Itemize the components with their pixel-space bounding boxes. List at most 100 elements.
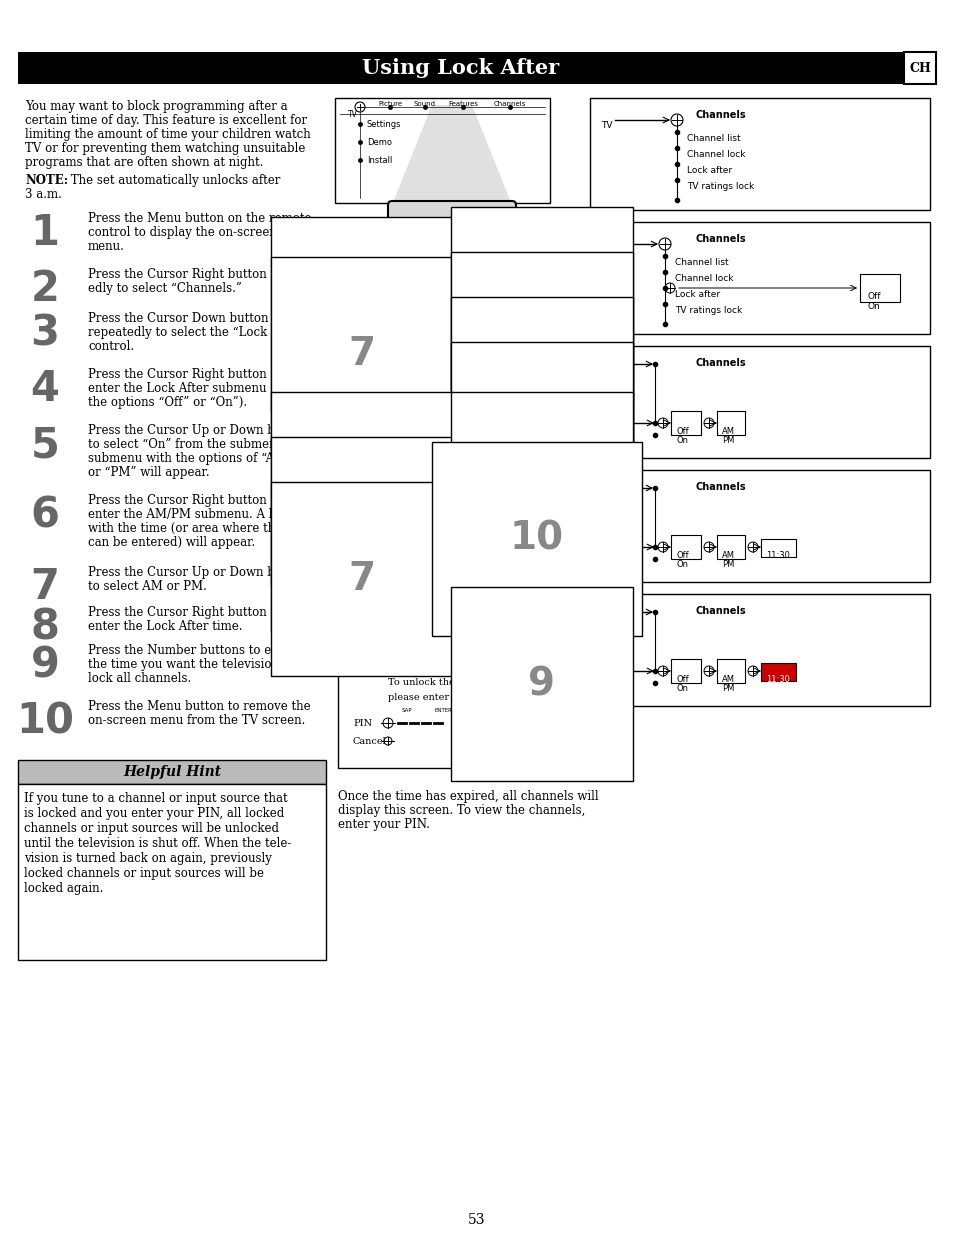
Text: enter the AM/PM submenu. A box: enter the AM/PM submenu. A box <box>88 508 290 521</box>
Text: Press the Cursor Down button: Press the Cursor Down button <box>88 312 268 325</box>
Text: menu.: menu. <box>88 240 125 253</box>
Text: is locked and you enter your PIN, all locked: is locked and you enter your PIN, all lo… <box>24 806 284 820</box>
Text: Picture: Picture <box>377 101 401 107</box>
Circle shape <box>401 538 421 559</box>
Circle shape <box>401 515 421 535</box>
Text: TV ratings lock: TV ratings lock <box>686 182 754 191</box>
Bar <box>589 471 929 582</box>
Text: 53: 53 <box>468 1213 485 1228</box>
Text: On: On <box>677 684 688 693</box>
Text: MUTE: MUTE <box>404 490 417 495</box>
Text: channels or input sources will be unlocked: channels or input sources will be unlock… <box>24 823 278 835</box>
Bar <box>18 784 326 960</box>
Circle shape <box>457 515 477 535</box>
Text: You may want to block programming after a: You may want to block programming after … <box>25 100 287 112</box>
Text: Channels: Channels <box>695 233 745 245</box>
Text: certain time of day. This feature is excellent for: certain time of day. This feature is exc… <box>25 114 307 127</box>
Text: TV ratings lock: TV ratings lock <box>675 306 741 315</box>
Text: Lock after: Lock after <box>567 672 613 680</box>
Text: Press the Cursor Up or Down button: Press the Cursor Up or Down button <box>88 424 306 437</box>
Text: the time you want the television to: the time you want the television to <box>88 658 294 671</box>
Text: to select “On” from the submenu. A: to select “On” from the submenu. A <box>88 438 300 451</box>
Text: To unlock the channel,: To unlock the channel, <box>388 678 499 687</box>
Text: Settings: Settings <box>367 120 401 128</box>
Text: 1: 1 <box>528 471 555 508</box>
Bar <box>717 535 744 559</box>
Text: This channel is locked.: This channel is locked. <box>387 663 500 672</box>
Text: PIN: PIN <box>353 719 372 727</box>
Text: 8: 8 <box>437 568 442 578</box>
Text: On: On <box>867 303 880 311</box>
Text: Channel list: Channel list <box>686 135 740 143</box>
Text: Channels: Channels <box>695 482 745 492</box>
Text: Off: Off <box>677 551 689 559</box>
Text: Off: Off <box>677 676 689 684</box>
Text: Channels: Channels <box>695 110 745 120</box>
Text: 4: 4 <box>30 368 59 410</box>
FancyBboxPatch shape <box>431 304 462 317</box>
Bar <box>335 98 550 203</box>
Text: on-screen menu from the TV screen.: on-screen menu from the TV screen. <box>88 714 305 727</box>
Bar <box>589 594 929 706</box>
Text: Press the Cursor Right button to: Press the Cursor Right button to <box>88 494 282 508</box>
Text: locked channels or input sources will be: locked channels or input sources will be <box>24 867 264 881</box>
Circle shape <box>423 387 479 443</box>
FancyBboxPatch shape <box>462 453 495 480</box>
Text: Channels: Channels <box>695 358 745 368</box>
Text: Features: Features <box>448 101 477 107</box>
Text: Channel lock: Channel lock <box>675 274 733 283</box>
Text: 3: 3 <box>465 520 470 530</box>
FancyBboxPatch shape <box>395 474 426 488</box>
Text: TV: TV <box>601 489 613 498</box>
Bar <box>903 52 935 84</box>
Bar <box>18 760 326 784</box>
Bar <box>717 659 744 683</box>
Text: 4: 4 <box>409 545 414 553</box>
Text: control.: control. <box>88 340 134 353</box>
Text: 11:30: 11:30 <box>766 551 790 559</box>
FancyBboxPatch shape <box>395 445 419 458</box>
Text: AM: AM <box>721 676 734 684</box>
Text: On: On <box>677 559 688 569</box>
Text: with the time (or area where the time: with the time (or area where the time <box>88 522 313 535</box>
FancyBboxPatch shape <box>465 304 497 317</box>
Text: PM: PM <box>721 559 734 569</box>
Bar <box>337 648 550 768</box>
Text: AMP: AMP <box>477 275 489 280</box>
Text: enter your PIN.: enter your PIN. <box>337 818 430 831</box>
Text: please enter your PIN.: please enter your PIN. <box>388 693 499 701</box>
Text: Cancel: Cancel <box>353 736 386 746</box>
Circle shape <box>430 515 450 535</box>
FancyBboxPatch shape <box>465 445 497 458</box>
Circle shape <box>457 538 477 559</box>
Text: lock all channels.: lock all channels. <box>88 672 191 685</box>
Text: 8: 8 <box>30 606 59 648</box>
Bar <box>760 663 795 680</box>
Text: the options “Off” or “On”).: the options “Off” or “On”). <box>88 396 247 409</box>
Text: OK: OK <box>446 412 457 417</box>
FancyBboxPatch shape <box>421 282 446 296</box>
Bar <box>589 98 929 210</box>
FancyBboxPatch shape <box>395 304 428 317</box>
Text: Press the Menu button on the remote: Press the Menu button on the remote <box>88 212 312 225</box>
Text: 11:30: 11:30 <box>766 676 790 684</box>
Text: 6: 6 <box>30 494 59 536</box>
Text: Lock after: Lock after <box>686 165 731 175</box>
Text: NOTE:: NOTE: <box>25 174 68 186</box>
Text: On: On <box>677 436 688 445</box>
Bar <box>670 659 700 683</box>
Text: edly to select “Channels.”: edly to select “Channels.” <box>88 282 242 295</box>
Text: AM: AM <box>721 427 734 436</box>
Text: 7: 7 <box>30 566 59 608</box>
Bar <box>589 346 929 458</box>
Text: 2: 2 <box>437 520 442 530</box>
Text: display this screen. To view the channels,: display this screen. To view the channel… <box>337 804 585 818</box>
Text: TV: TV <box>601 245 613 253</box>
Circle shape <box>439 403 463 427</box>
Bar <box>859 274 899 303</box>
Text: enter the Lock After time.: enter the Lock After time. <box>88 620 242 634</box>
Text: 8: 8 <box>528 420 555 458</box>
Text: Sound: Sound <box>414 101 436 107</box>
Text: 7: 7 <box>409 568 414 578</box>
Text: Demo: Demo <box>367 138 392 147</box>
